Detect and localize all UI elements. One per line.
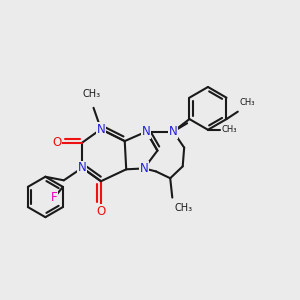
Text: CH₃: CH₃ <box>175 203 193 213</box>
Text: N: N <box>97 123 105 136</box>
Text: CH₃: CH₃ <box>83 89 101 100</box>
Text: CH₃: CH₃ <box>239 98 255 107</box>
Text: O: O <box>96 205 106 218</box>
Text: O: O <box>52 136 62 149</box>
Text: N: N <box>140 162 148 175</box>
Text: F: F <box>51 191 58 204</box>
Text: CH₃: CH₃ <box>222 125 237 134</box>
Text: N: N <box>78 161 87 174</box>
Text: N: N <box>142 125 151 138</box>
Text: N: N <box>169 125 178 138</box>
